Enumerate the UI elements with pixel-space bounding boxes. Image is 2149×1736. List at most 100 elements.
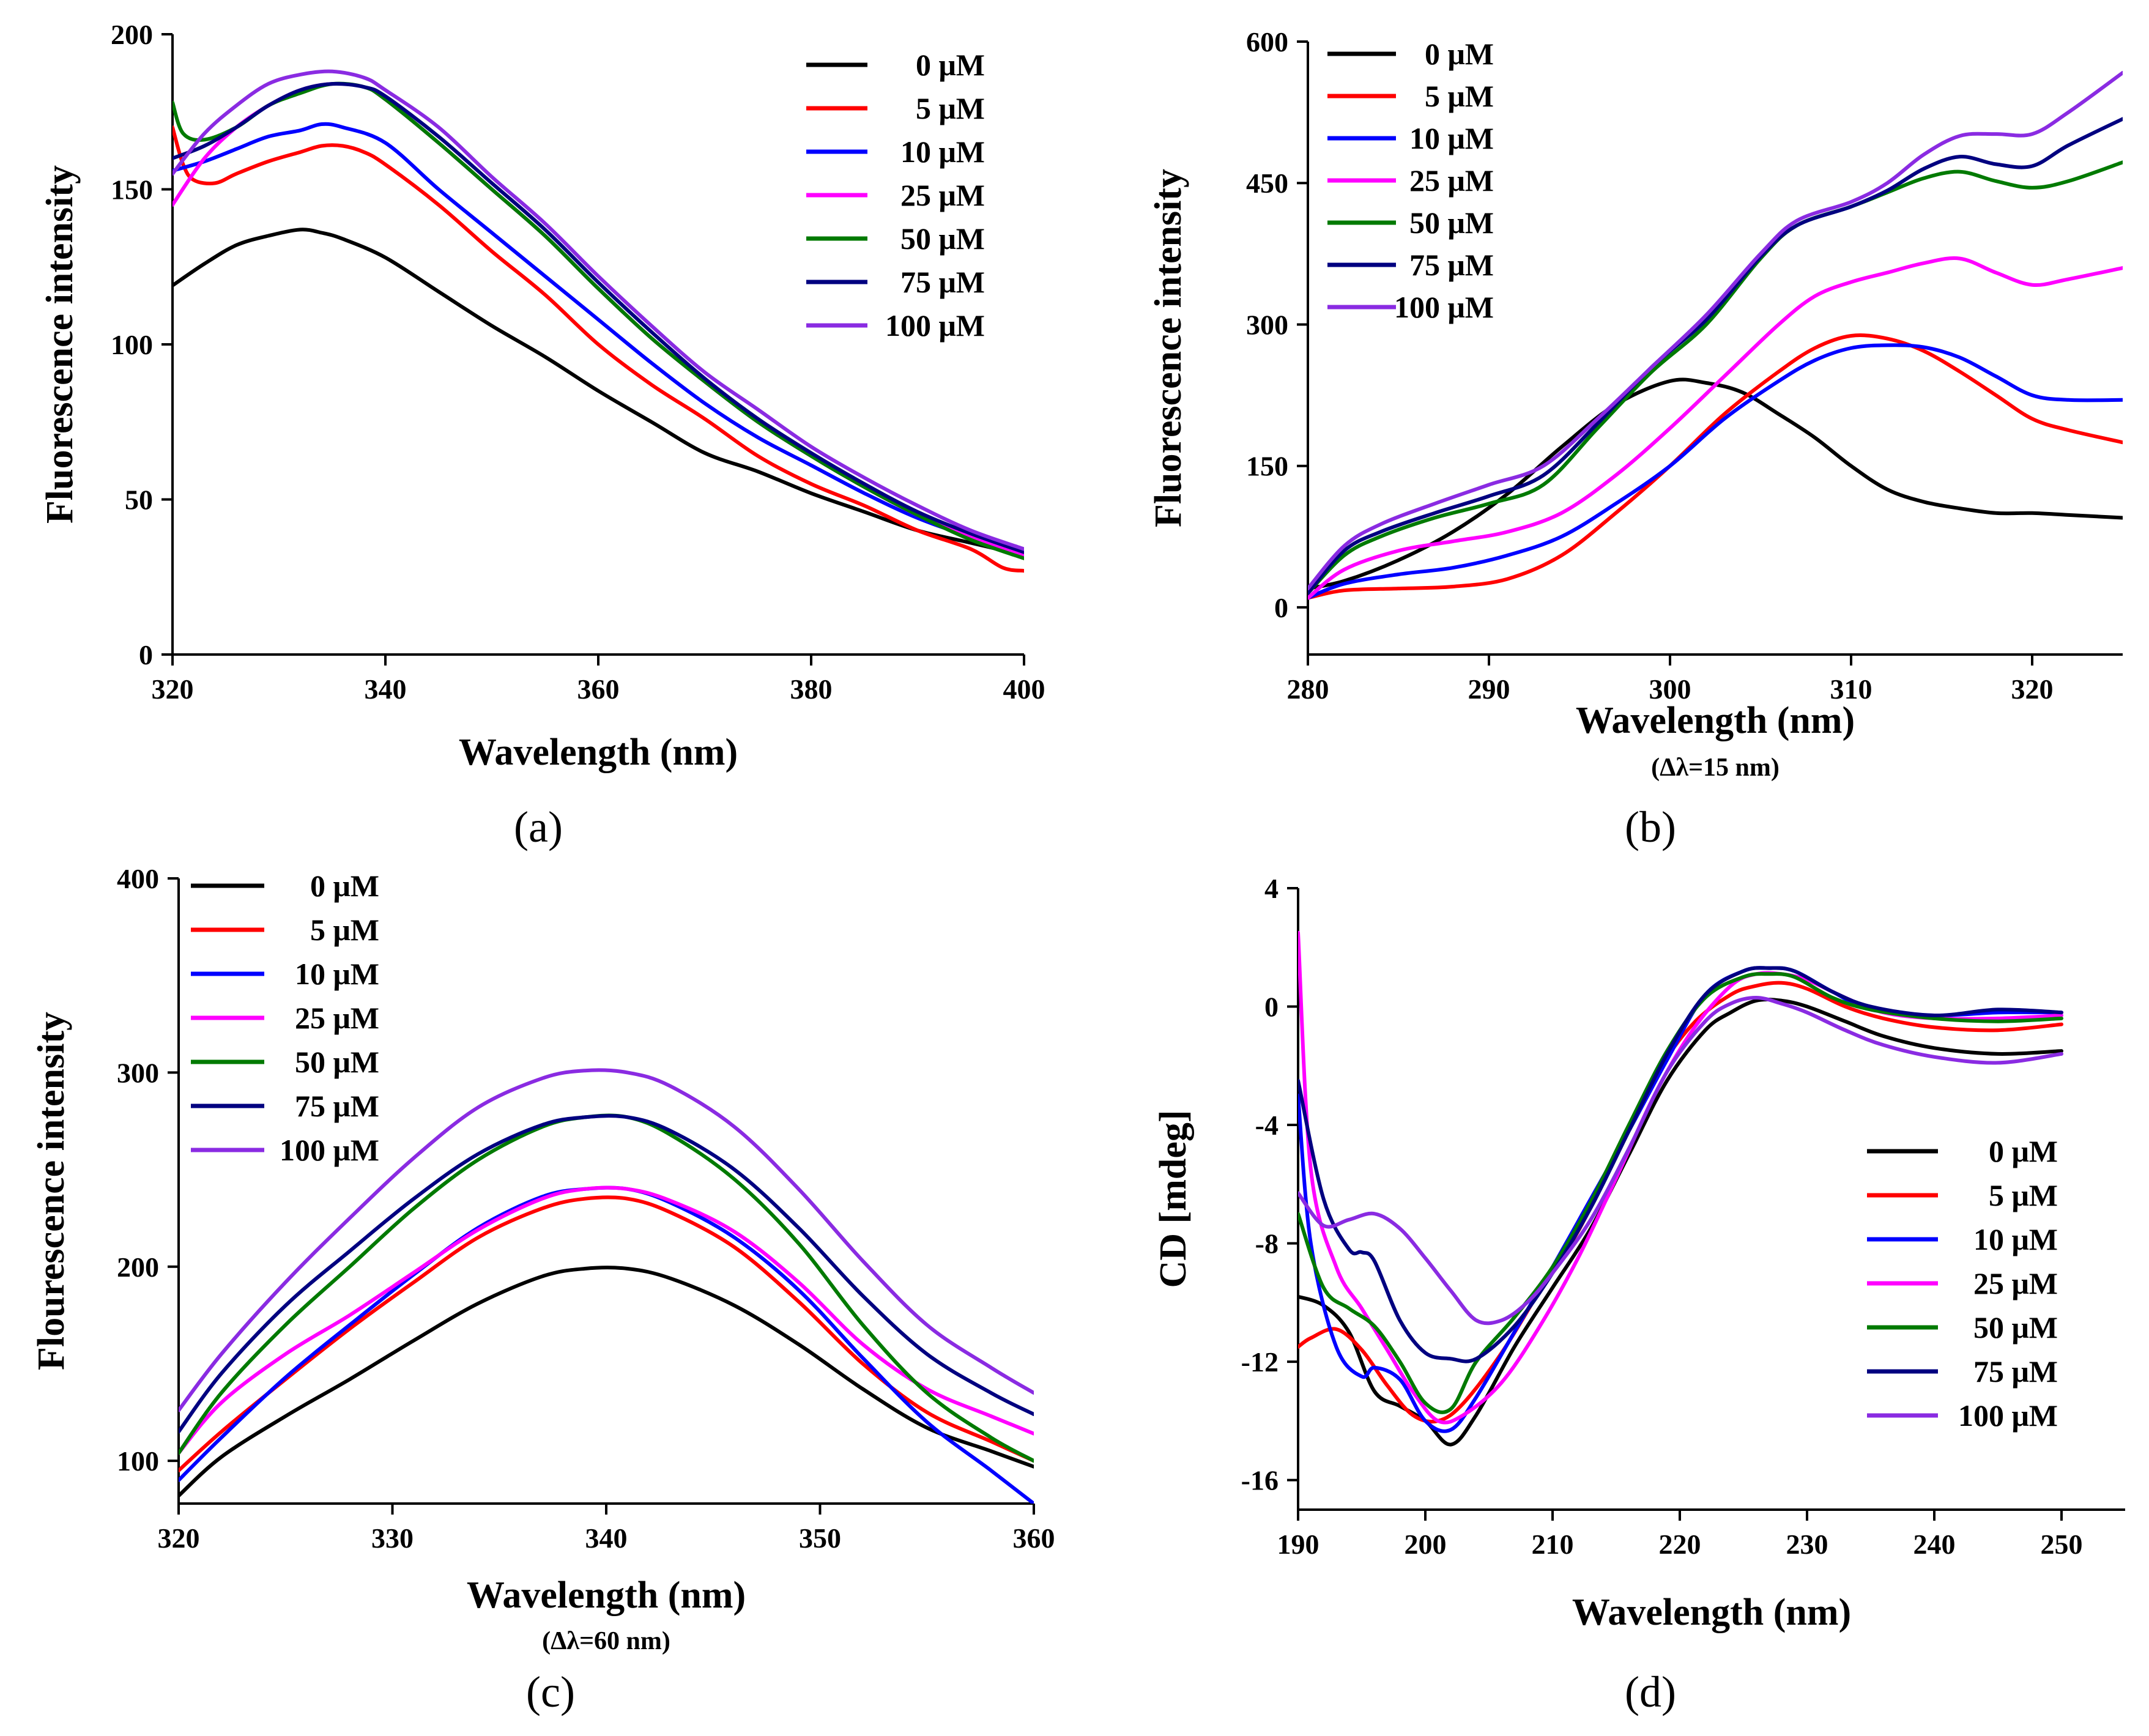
- legend-label: 75 μM: [1409, 248, 1494, 282]
- legend-label: 25 μM: [1973, 1266, 2058, 1300]
- x-axis-title: Wavelength (nm): [467, 1575, 746, 1616]
- panel-label: (c): [526, 1667, 575, 1716]
- legend: 0 μM 5 μM 10 μM 25 μM 50 μM 75 μM 100 μM: [806, 48, 985, 343]
- y-tick-label: 300: [1246, 309, 1288, 340]
- panel-label: (a): [514, 803, 563, 851]
- legend-label: 10 μM: [295, 957, 379, 991]
- y-tick-label: -16: [1241, 1465, 1279, 1496]
- series-line-d-3: [1298, 930, 2063, 1425]
- series-line-b-0: [1308, 377, 2123, 591]
- legend-label: 25 μM: [1409, 163, 1494, 198]
- delta-lambda-note: (Δλ=15 nm): [1651, 754, 1780, 782]
- x-axis-title: Wavelength (nm): [1572, 1592, 1851, 1633]
- series-line-d-5: [1298, 966, 2063, 1363]
- series-line-b-4: [1308, 160, 2123, 595]
- legend-label: 100 μM: [280, 1133, 379, 1167]
- y-tick-label: -4: [1255, 1110, 1279, 1141]
- y-tick-label: 4: [1264, 873, 1279, 904]
- x-tick-label: 250: [2041, 1529, 2083, 1560]
- series-line-d-4: [1298, 972, 2063, 1414]
- x-axis-title: Wavelength (nm): [1576, 700, 1855, 741]
- series-group: [173, 69, 1024, 573]
- panel-d: 190 200 210 220 230 240 250 -16 -12 -8 -4 0 4 Wavelen…: [1152, 873, 2125, 1716]
- legend: 0 μM 5 μM 10 μM 25 μM 50 μM 75 μM 100 μM: [1327, 37, 1494, 324]
- y-axis-title: Fluorescence intensity: [39, 165, 81, 524]
- legend: 0 μM 5 μM 10 μM 25 μM 50 μM 75 μM 100 μM: [1867, 1134, 2058, 1433]
- y-axis-title: Fluorescence intensity: [1148, 169, 1189, 527]
- y-tick-label: 150: [111, 174, 153, 206]
- legend-label: 25 μM: [900, 178, 985, 212]
- legend-label: 75 μM: [900, 265, 985, 299]
- legend-label: 0 μM: [1989, 1134, 2058, 1168]
- y-tick-label: 0: [1264, 992, 1279, 1023]
- series-group: [179, 1068, 1034, 1504]
- legend-label: 50 μM: [1973, 1310, 2058, 1345]
- x-tick-label: 400: [1003, 673, 1045, 705]
- series-line-c-6: [179, 1068, 1034, 1412]
- y-axis-title: Flourescence intensity: [31, 1012, 72, 1370]
- x-tick-label: 220: [1659, 1529, 1701, 1560]
- x-tick-label: 300: [1649, 673, 1691, 705]
- series-line-a-2: [173, 122, 1024, 554]
- series-line-c-1: [179, 1195, 1034, 1472]
- series-line-c-0: [179, 1266, 1034, 1498]
- legend-label: 0 μM: [310, 869, 379, 903]
- series-line-d-6: [1298, 996, 2063, 1326]
- x-tick-label: 360: [577, 673, 620, 705]
- delta-lambda-note: (Δλ=60 nm): [542, 1627, 670, 1655]
- y-tick-label: 200: [111, 19, 153, 50]
- legend-label: 25 μM: [295, 1001, 379, 1035]
- legend-label: 100 μM: [1394, 290, 1494, 324]
- legend-label: 10 μM: [1973, 1222, 2058, 1256]
- x-tick-label: 320: [152, 673, 194, 705]
- y-tick-label: 0: [139, 639, 153, 670]
- y-tick-label: 100: [111, 329, 153, 360]
- y-tick-label: 400: [117, 863, 159, 894]
- legend-label: 10 μM: [900, 135, 985, 169]
- legend-label: 10 μM: [1409, 121, 1494, 155]
- x-tick-label: 230: [1786, 1529, 1828, 1560]
- legend-label: 50 μM: [900, 221, 985, 256]
- y-tick-label: 150: [1246, 451, 1288, 482]
- legend-label: 100 μM: [885, 308, 985, 343]
- series-line-a-0: [173, 228, 1024, 557]
- legend-label: 5 μM: [1989, 1178, 2058, 1212]
- y-tick-label: 50: [125, 484, 153, 516]
- series-line-c-2: [179, 1185, 1034, 1504]
- y-tick-label: -8: [1255, 1228, 1279, 1259]
- series-line-d-0: [1298, 997, 2063, 1447]
- x-tick-label: 310: [1830, 673, 1872, 705]
- y-tick-label: 450: [1246, 168, 1288, 199]
- legend-label: 50 μM: [295, 1045, 379, 1079]
- x-tick-label: 320: [2011, 673, 2054, 705]
- x-tick-label: 190: [1277, 1529, 1319, 1560]
- series-line-b-2: [1308, 343, 2123, 600]
- legend-label: 5 μM: [1425, 79, 1494, 113]
- legend-label: 100 μM: [1958, 1398, 2058, 1433]
- series-line-b-3: [1308, 256, 2123, 600]
- legend-label: 75 μM: [295, 1089, 379, 1123]
- x-tick-label: 330: [371, 1523, 414, 1554]
- y-tick-label: 600: [1246, 26, 1288, 57]
- x-tick-label: 380: [790, 673, 833, 705]
- panel-label: (b): [1625, 803, 1676, 851]
- x-tick-label: 240: [1913, 1529, 1956, 1560]
- legend-label: 5 μM: [310, 913, 379, 947]
- y-tick-label: 0: [1274, 592, 1288, 623]
- x-tick-label: 210: [1532, 1529, 1574, 1560]
- panel-a: 320 340 360 380 400 0 50 100 150 200 Wavelength (n…: [39, 19, 1045, 851]
- series-group: [1298, 930, 2063, 1447]
- x-tick-label: 350: [799, 1523, 841, 1554]
- series-line-a-1: [173, 125, 1024, 573]
- x-tick-label: 290: [1468, 673, 1510, 705]
- series-line-a-6: [173, 69, 1024, 551]
- legend-label: 0 μM: [1425, 37, 1494, 71]
- panel-b: 280 290 300 310 320 0 150 300 450 600 Wavelength (…: [1148, 26, 2123, 851]
- series-line-b-5: [1308, 117, 2123, 595]
- series-line-b-1: [1308, 333, 2123, 600]
- y-tick-label: 200: [117, 1252, 159, 1283]
- y-tick-label: 300: [117, 1057, 159, 1088]
- legend-label: 75 μM: [1973, 1354, 2058, 1389]
- y-tick-label: 100: [117, 1445, 159, 1477]
